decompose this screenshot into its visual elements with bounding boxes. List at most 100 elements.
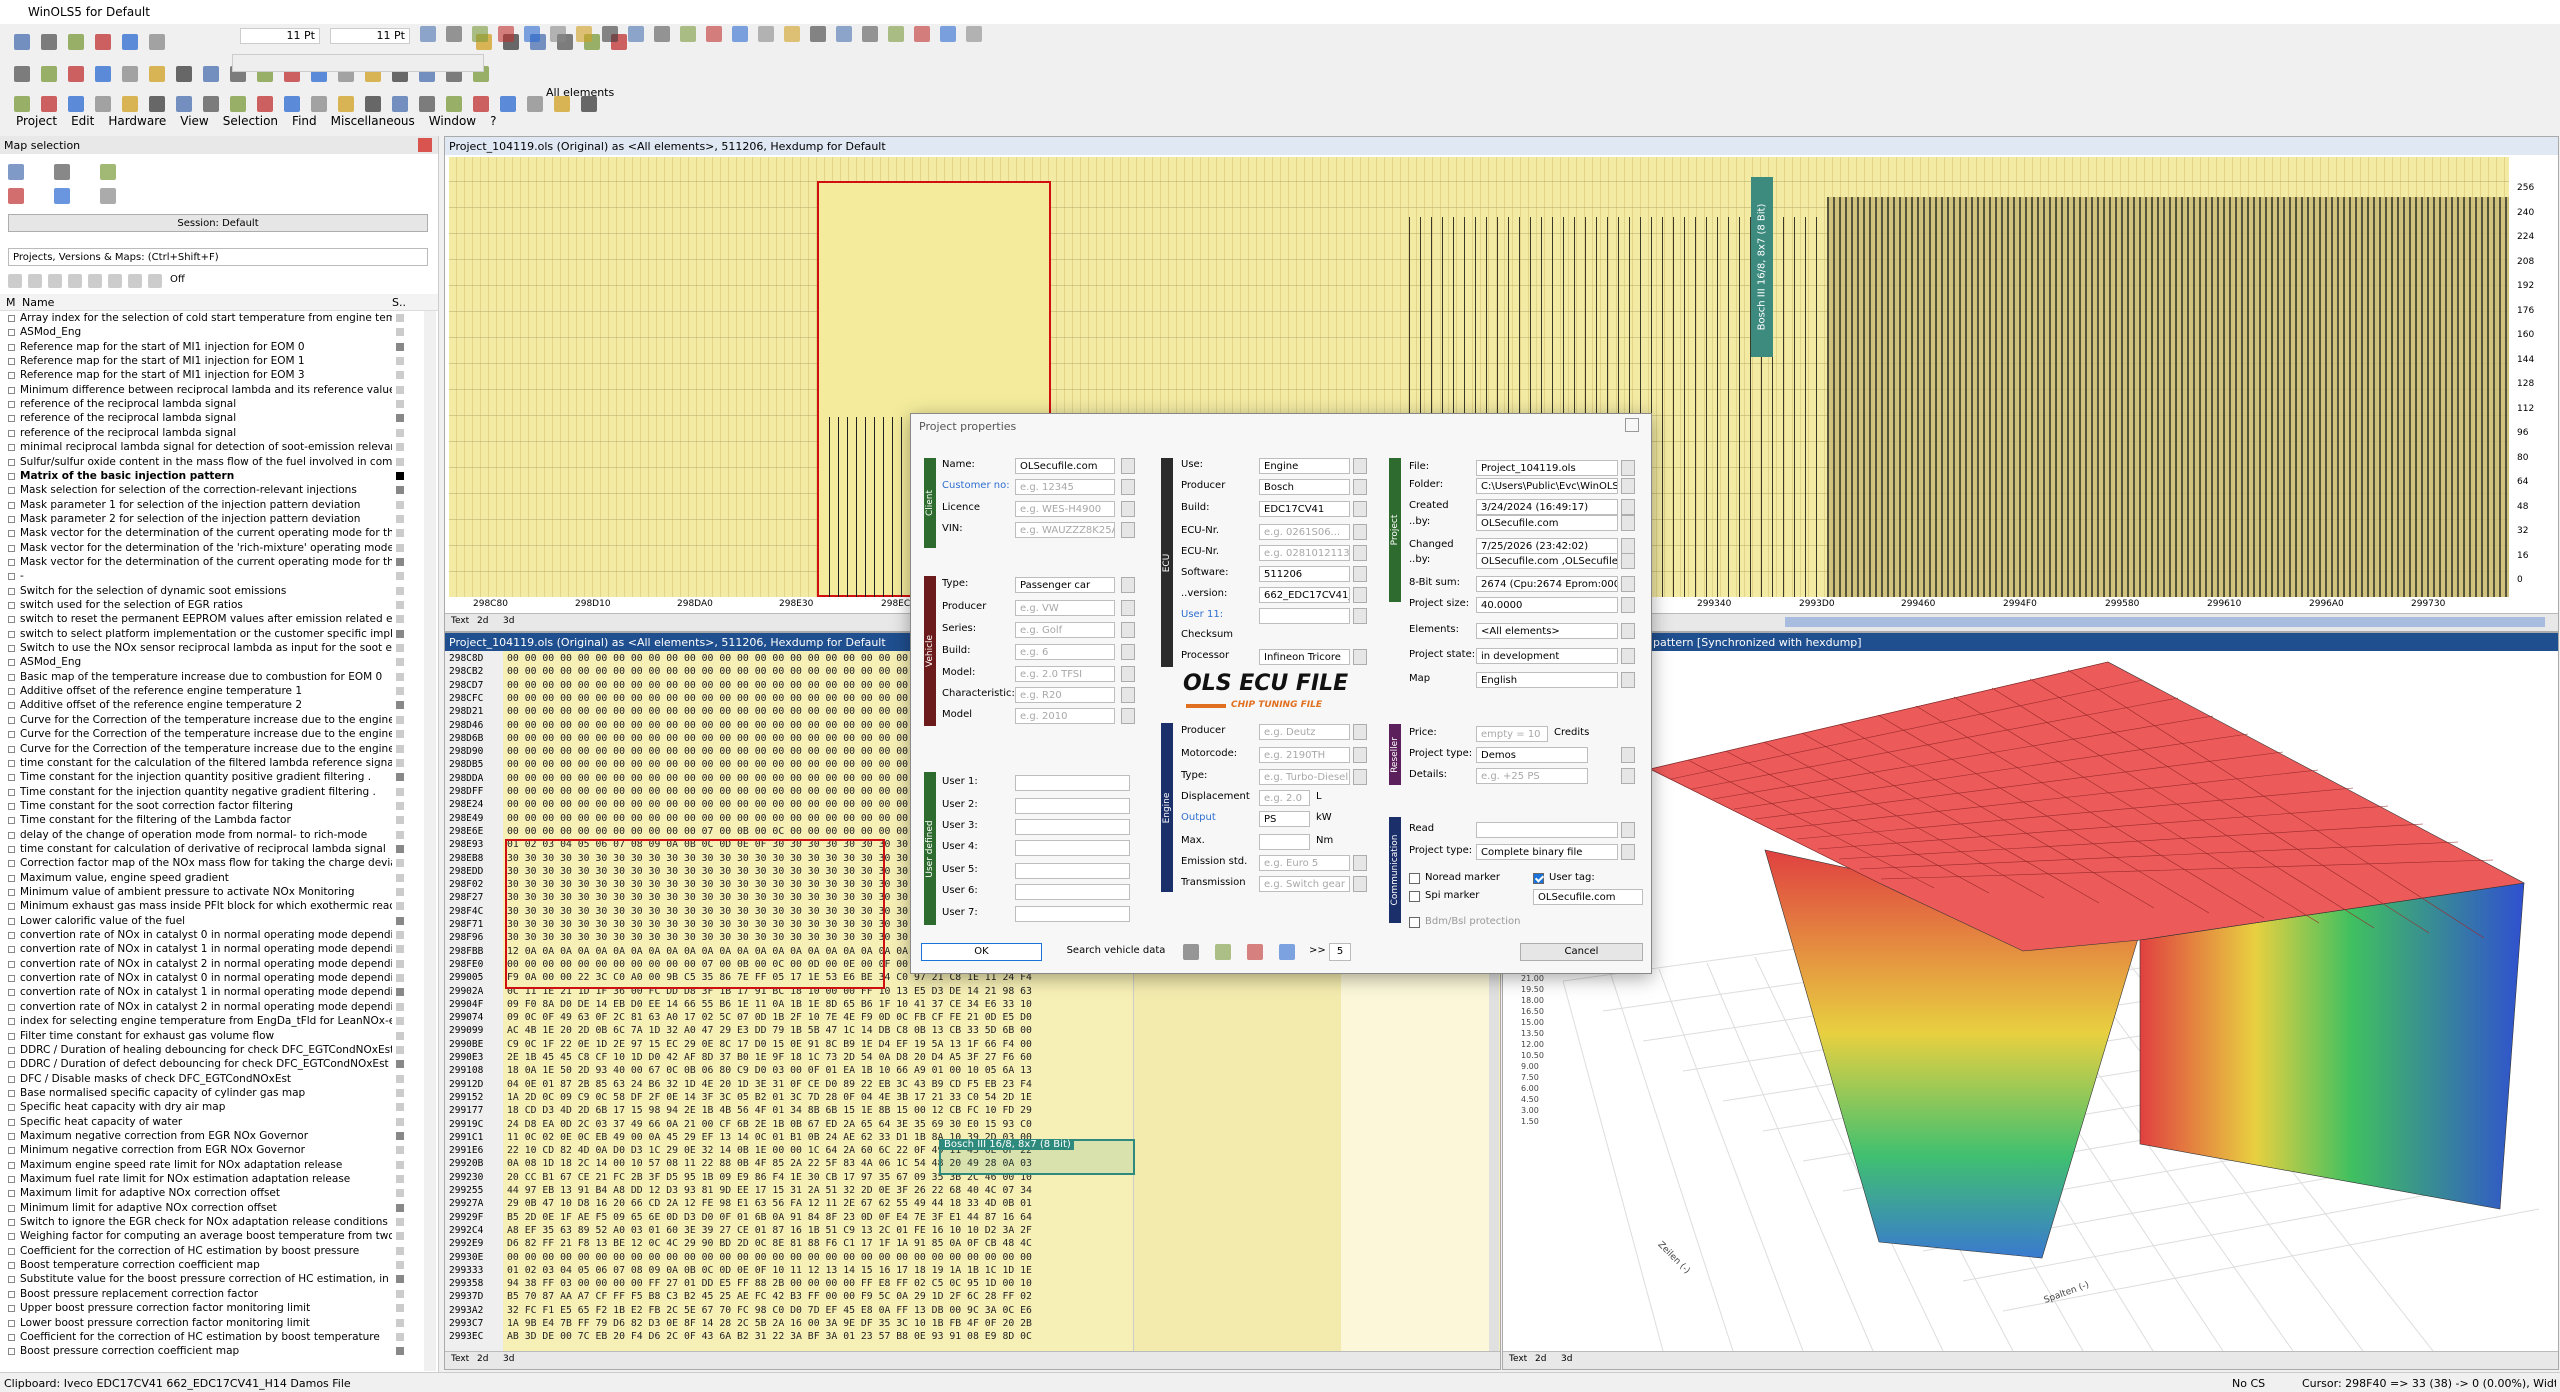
view-tab[interactable]: Text bbox=[1509, 1354, 1528, 1364]
toolbar-icon[interactable] bbox=[203, 96, 219, 112]
map-row[interactable]: DDRC / Duration of defect debouncing for… bbox=[0, 1057, 412, 1071]
panel-icon[interactable] bbox=[54, 188, 70, 204]
field-button[interactable] bbox=[1121, 600, 1135, 616]
map-row[interactable]: switch to reset the permanent EEPROM val… bbox=[0, 612, 412, 626]
input-field[interactable]: 511206 bbox=[1259, 566, 1350, 582]
field-button[interactable] bbox=[1353, 649, 1367, 665]
input-field[interactable] bbox=[1015, 775, 1130, 791]
checkbox[interactable] bbox=[1409, 917, 1420, 928]
menu-item[interactable]: Edit bbox=[71, 114, 95, 128]
field-button[interactable] bbox=[1621, 747, 1635, 763]
field-button[interactable] bbox=[1353, 876, 1367, 892]
menu-item[interactable]: Hardware bbox=[108, 114, 167, 128]
toolbar-icon[interactable] bbox=[680, 26, 696, 42]
field-button[interactable] bbox=[1353, 545, 1367, 561]
toolbar-icon[interactable] bbox=[41, 66, 57, 82]
input-field[interactable]: in development bbox=[1476, 648, 1618, 664]
map-row[interactable]: Curve for the Correction of the temperat… bbox=[0, 713, 412, 727]
map-row[interactable]: Maximum limit for adaptive NOx correctio… bbox=[0, 1186, 412, 1200]
toolbar-icon[interactable] bbox=[14, 96, 30, 112]
toolbar-icon[interactable] bbox=[122, 96, 138, 112]
toolbar-icon[interactable] bbox=[149, 34, 165, 50]
input-field[interactable]: e.g. Turbo-Diesel bbox=[1259, 769, 1350, 785]
map-row[interactable]: minimal reciprocal lambda signal for det… bbox=[0, 440, 412, 454]
field-button[interactable] bbox=[1353, 566, 1367, 582]
toolbar-icon[interactable] bbox=[41, 96, 57, 112]
map-row[interactable]: Mask parameter 2 for selection of the in… bbox=[0, 512, 412, 526]
toolbar-icon[interactable] bbox=[149, 96, 165, 112]
map-row[interactable]: Upper boost pressure correction factor m… bbox=[0, 1301, 412, 1315]
field-button[interactable] bbox=[1621, 597, 1635, 613]
input-field[interactable]: empty = 10 bbox=[1476, 726, 1548, 742]
toolbar-icon[interactable] bbox=[176, 96, 192, 112]
map-row[interactable]: Additive offset of the reference engine … bbox=[0, 684, 412, 698]
map-row[interactable]: Time constant for the injection quantity… bbox=[0, 770, 412, 784]
field-button[interactable] bbox=[1353, 769, 1367, 785]
font-size-box[interactable]: 11 Pt bbox=[330, 28, 410, 44]
input-field[interactable]: e.g. 2010 bbox=[1015, 708, 1115, 724]
input-field[interactable]: Bosch bbox=[1259, 479, 1350, 495]
dialog-icon[interactable] bbox=[1279, 944, 1295, 960]
count-field[interactable]: 5 bbox=[1329, 943, 1351, 961]
input-field[interactable]: e.g. R20 bbox=[1015, 687, 1115, 703]
input-field[interactable]: e.g. 2.0 bbox=[1259, 790, 1310, 806]
toolbar-icon[interactable] bbox=[602, 26, 618, 42]
checkbox[interactable] bbox=[1533, 873, 1545, 884]
toolbar-icon[interactable] bbox=[95, 66, 111, 82]
checkbox[interactable] bbox=[1409, 873, 1420, 884]
menu-item[interactable]: ? bbox=[490, 114, 497, 128]
search-button[interactable]: Search vehicle data bbox=[1066, 945, 1166, 956]
panel-icon[interactable] bbox=[54, 164, 70, 180]
input-field[interactable]: e.g. Euro 5 bbox=[1259, 855, 1350, 871]
input-field[interactable]: e.g. 2.0 TFSI bbox=[1015, 666, 1115, 682]
dialog-icon[interactable] bbox=[1215, 944, 1231, 960]
field-button[interactable] bbox=[1621, 478, 1635, 494]
panel-icon[interactable] bbox=[100, 164, 116, 180]
input-field[interactable]: English bbox=[1476, 672, 1618, 688]
close-button[interactable] bbox=[418, 138, 432, 152]
view-tab[interactable]: Text bbox=[451, 616, 470, 626]
map-row[interactable]: Minimum exhaust gas mass inside PFlt blo… bbox=[0, 899, 412, 913]
input-field[interactable]: Passenger car bbox=[1015, 577, 1115, 593]
map-row[interactable]: delay of the change of operation mode fr… bbox=[0, 828, 412, 842]
map-row[interactable]: index for selecting engine temperature f… bbox=[0, 1014, 412, 1028]
map-row[interactable]: convertion rate of NOx in catalyst 1 in … bbox=[0, 942, 412, 956]
toolbar-icon[interactable] bbox=[338, 96, 354, 112]
field-button[interactable] bbox=[1353, 587, 1367, 603]
user-tag-field[interactable]: OLSecufile.com bbox=[1533, 889, 1643, 905]
map-row[interactable]: reference of the reciprocal lambda signa… bbox=[0, 397, 412, 411]
toolbar-icon[interactable] bbox=[581, 96, 597, 112]
menu-item[interactable]: Project bbox=[16, 114, 58, 128]
map-row[interactable]: Curve for the Correction of the temperat… bbox=[0, 742, 412, 756]
map-row[interactable]: Maximum fuel rate limit for NOx estimati… bbox=[0, 1172, 412, 1186]
toolbar-icon[interactable] bbox=[176, 66, 192, 82]
toolbar-icon[interactable] bbox=[654, 26, 670, 42]
map-row[interactable]: Lower calorific value of the fuel bbox=[0, 914, 412, 928]
field-button[interactable] bbox=[1121, 577, 1135, 593]
field-button[interactable] bbox=[1621, 844, 1635, 860]
toolbar-icon[interactable] bbox=[784, 26, 800, 42]
map-row[interactable]: Substitute value for the boost pressure … bbox=[0, 1272, 412, 1286]
map-row[interactable]: Boost pressure replacement correction fa… bbox=[0, 1287, 412, 1301]
input-field[interactable]: e.g. WES-H4900 bbox=[1015, 501, 1115, 517]
map-row[interactable]: Basic map of the temperature increase du… bbox=[0, 670, 412, 684]
field-button[interactable] bbox=[1353, 855, 1367, 871]
map-row[interactable]: Reference map for the start of MI1 injec… bbox=[0, 340, 412, 354]
toolbar-icon[interactable] bbox=[392, 96, 408, 112]
input-field[interactable] bbox=[1015, 840, 1130, 856]
toolbar-icon[interactable] bbox=[122, 66, 138, 82]
map-row[interactable]: Minimum difference between reciprocal la… bbox=[0, 383, 412, 397]
field-button[interactable] bbox=[1621, 538, 1635, 554]
field-button[interactable] bbox=[1621, 553, 1635, 569]
field-button[interactable] bbox=[1353, 724, 1367, 740]
field-button[interactable] bbox=[1121, 666, 1135, 682]
toolbar-icon[interactable] bbox=[888, 26, 904, 42]
field-button[interactable] bbox=[1621, 576, 1635, 592]
toolbar-icon[interactable] bbox=[576, 26, 592, 42]
toolbar-icon[interactable] bbox=[810, 26, 826, 42]
map-row[interactable]: Boost pressure correction coefficient ma… bbox=[0, 1344, 412, 1358]
view-tab[interactable]: 2d bbox=[477, 1354, 489, 1364]
scroll-thumb[interactable] bbox=[1785, 617, 2545, 627]
input-field[interactable]: 662_EDC17CV41_ bbox=[1259, 587, 1350, 603]
map-row[interactable]: DDRC / Duration of healing debouncing fo… bbox=[0, 1043, 412, 1057]
